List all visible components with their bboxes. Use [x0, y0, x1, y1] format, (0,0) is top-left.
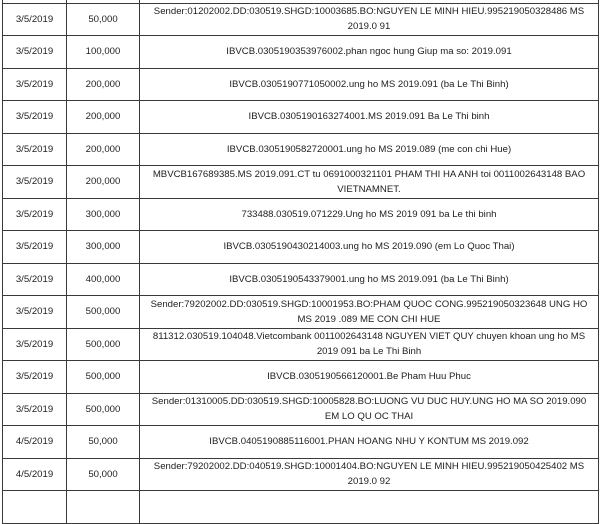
amount-cell: 200,000: [66, 132, 140, 166]
date-cell: 3/5/2019: [2, 392, 67, 426]
amount-cell: 300,000: [66, 197, 140, 231]
description-cell: IBVCB.0305190353976002.phan ngoc hung Gi…: [139, 35, 599, 69]
date-cell: 3/5/2019: [2, 165, 67, 199]
table-row: 4/5/2019 50,000 Sender:79202002.DD:040519.…: [2, 457, 599, 491]
amount-cell: [66, 490, 140, 524]
table-row: 3/5/2019 200,000 IBVCB.0305190163274001.MS…: [2, 100, 599, 134]
description-cell: Sender:01202002.DD:030519.SHGD:10003685.…: [139, 2, 599, 36]
description-cell: 733488.030519.071229.Ung ho MS 2019 091 …: [139, 197, 599, 231]
description-cell: IBVCB.0305190771050002.ung ho MS 2019.09…: [139, 67, 599, 101]
description-cell: Sender:01310005.DD:030519.SHGD:10005828.…: [139, 392, 599, 426]
date-cell: [2, 490, 67, 524]
amount-cell: 300,000: [66, 230, 140, 264]
amount-cell: 200,000: [66, 67, 140, 101]
amount-cell: 100,000: [66, 35, 140, 69]
date-cell: 4/5/2019: [2, 425, 67, 459]
description-cell: IBVCB.0305190430214003.ung ho MS 2019.09…: [139, 230, 599, 264]
amount-cell: 50,000: [66, 2, 140, 36]
table-row: 3/5/2019 300,000 733488.030519.071229.Ung …: [2, 197, 599, 231]
amount-cell: 50,000: [66, 457, 140, 491]
amount-cell: 200,000: [66, 100, 140, 134]
date-cell: 3/5/2019: [2, 295, 67, 329]
date-cell: 3/5/2019: [2, 2, 67, 36]
date-cell: 3/5/2019: [2, 360, 67, 394]
table-row: 3/5/2019 50,000 Sender:01202002.DD:030519.…: [2, 2, 599, 36]
amount-cell: 500,000: [66, 392, 140, 426]
description-cell: Sender:79202002.DD:040519.SHGD:10001404.…: [139, 457, 599, 491]
table-row: 3/5/2019 200,000 IBVCB.0305190582720001.un…: [2, 132, 599, 166]
date-cell: 3/5/2019: [2, 100, 67, 134]
table-row: 3/5/2019 200,000 MBVCB167689385.MS 2019.09…: [2, 165, 599, 199]
date-cell: 3/5/2019: [2, 35, 67, 69]
table-row: 3/5/2019 500,000 Sender:79202002.DD:030519…: [2, 295, 599, 329]
description-cell: IBVCB.0305190566120001.Be Pham Huu Phuc: [139, 360, 599, 394]
table-row: 3/5/2019 200,000 IBVCB.0305190771050002.un…: [2, 67, 599, 101]
amount-cell: 500,000: [66, 360, 140, 394]
table-row: 3/5/2019 400,000 IBVCB.0305190543379001.un…: [2, 262, 599, 296]
table-row: [2, 490, 599, 524]
description-cell: 811312.030519.104048.Vietcombank 0011002…: [139, 327, 599, 361]
date-cell: 3/5/2019: [2, 327, 67, 361]
description-cell: IBVCB.0305190543379001.ung ho MS 2019.09…: [139, 262, 599, 296]
table-row: 3/5/2019 500,000 IBVCB.0305190566120001.Be…: [2, 360, 599, 394]
amount-cell: 400,000: [66, 262, 140, 296]
date-cell: 3/5/2019: [2, 132, 67, 166]
table-row: 3/5/2019 500,000 811312.030519.104048.Viet…: [2, 327, 599, 361]
description-cell: MBVCB167689385.MS 2019.091.CT tu 0691000…: [139, 165, 599, 199]
amount-cell: 500,000: [66, 295, 140, 329]
description-cell: IBVCB.0305190582720001.ung ho MS 2019.08…: [139, 132, 599, 166]
date-cell: 4/5/2019: [2, 457, 67, 491]
description-cell: [139, 490, 599, 524]
date-cell: 3/5/2019: [2, 197, 67, 231]
table-row: 3/5/2019 500,000 Sender:01310005.DD:030519…: [2, 392, 599, 426]
date-cell: 3/5/2019: [2, 262, 67, 296]
amount-cell: 50,000: [66, 425, 140, 459]
table-row: 3/5/2019 300,000 IBVCB.0305190430214003.un…: [2, 230, 599, 264]
date-cell: 3/5/2019: [2, 67, 67, 101]
table-row: 3/5/2019 100,000 IBVCB.0305190353976002.ph…: [2, 35, 599, 69]
description-cell: IBVCB.0305190163274001.MS 2019.091 Ba Le…: [139, 100, 599, 134]
amount-cell: 200,000: [66, 165, 140, 199]
description-cell: IBVCB.0405190885116001.PHAN HOANG NHU Y …: [139, 425, 599, 459]
description-cell: Sender:79202002.DD:030519.SHGD:10001953.…: [139, 295, 599, 329]
table-row: 4/5/2019 50,000 IBVCB.0405190885116001.PHA…: [2, 425, 599, 459]
date-cell: 3/5/2019: [2, 230, 67, 264]
amount-cell: 500,000: [66, 327, 140, 361]
